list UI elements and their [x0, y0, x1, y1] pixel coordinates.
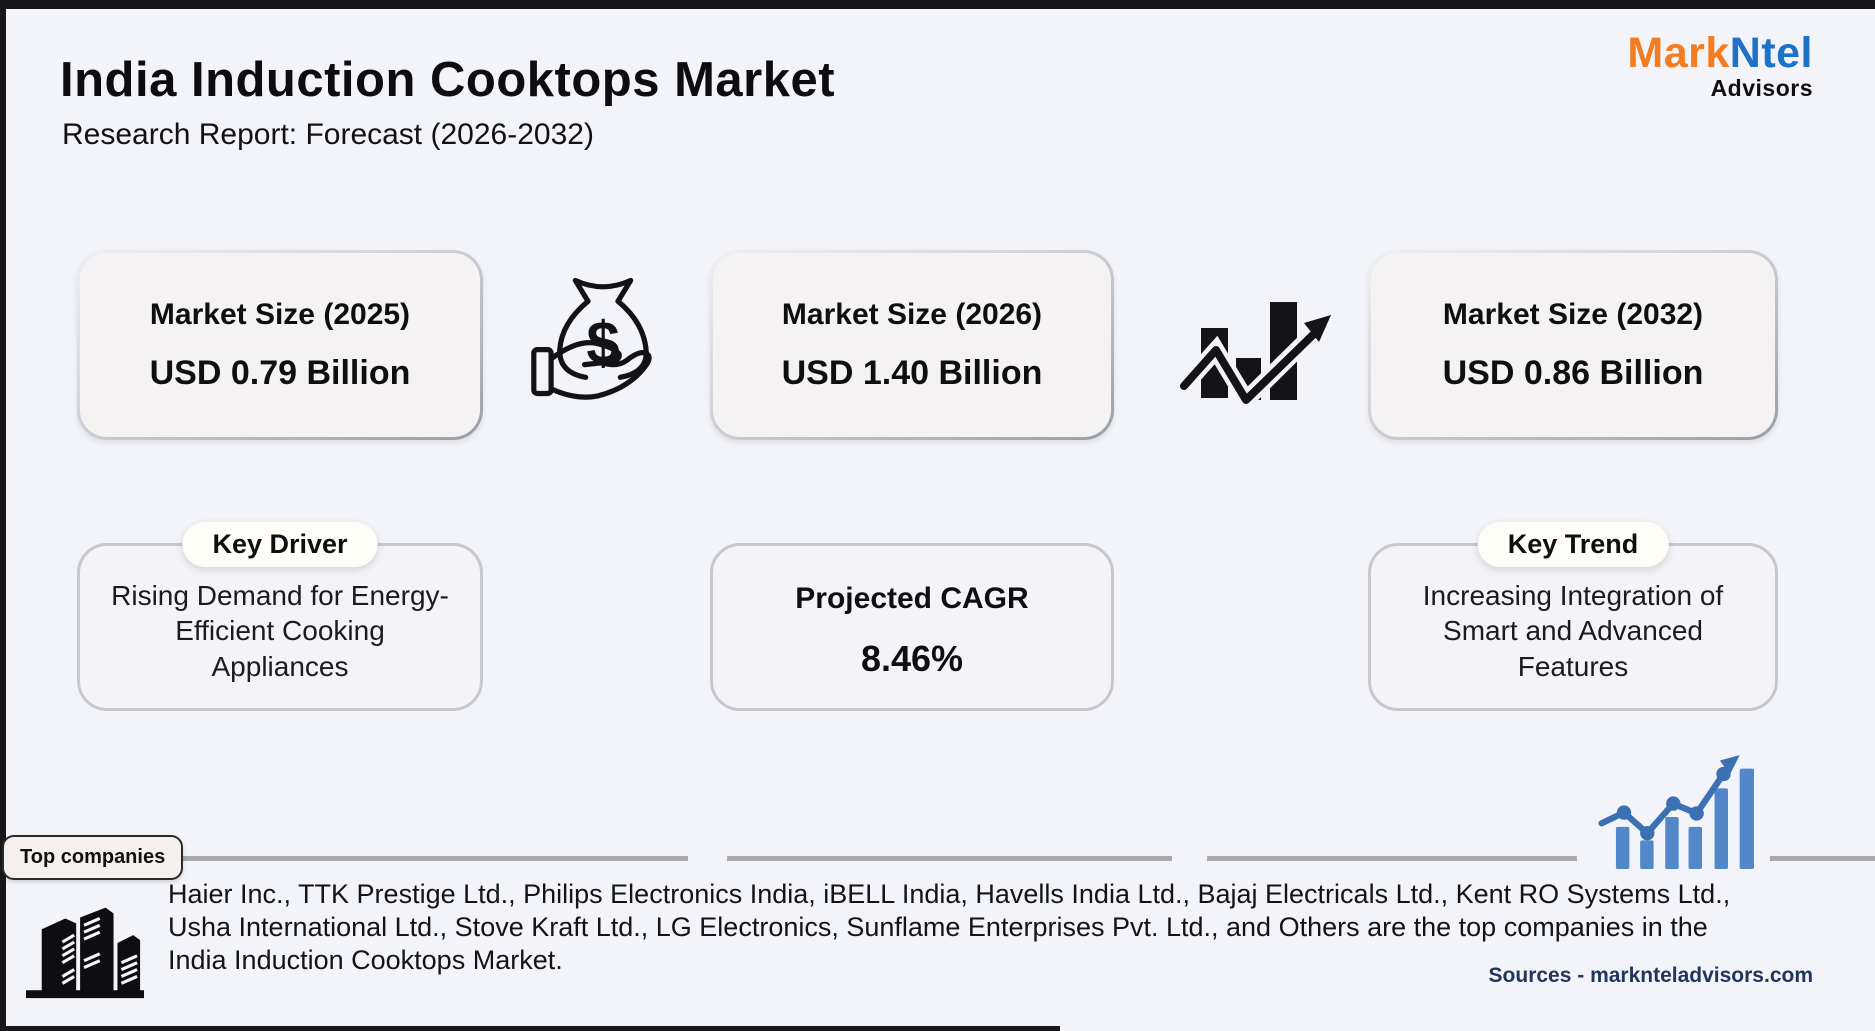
market-size-2025-card: Market Size (2025) USD 0.79 Billion — [77, 250, 483, 440]
divider-segment — [1770, 856, 1875, 861]
logo-wordmark: MarkNtel — [1627, 32, 1813, 75]
logo-advisors-text: Advisors — [1710, 75, 1813, 101]
rising-bar-line-chart-icon — [1598, 755, 1754, 870]
sources-text: Sources - marknteladvisors.com — [1488, 964, 1813, 987]
divider-segment — [1207, 856, 1577, 861]
svg-text:$: $ — [586, 309, 619, 376]
money-bag-in-hand-icon: $ — [531, 277, 652, 400]
page-title: India Induction Cooktops Market — [60, 53, 836, 107]
frame-bottom-edge — [0, 1026, 1060, 1031]
projected-cagr-card: Projected CAGR 8.46% — [710, 543, 1114, 711]
divider-segment — [148, 856, 688, 861]
top-companies-text: Haier Inc., TTK Prestige Ltd., Philips E… — [168, 879, 1731, 976]
divider-segment — [727, 856, 1172, 861]
key-driver-badge: Key Driver — [182, 522, 378, 567]
key-trend-card: Key Trend Increasing Integration of Smar… — [1368, 522, 1778, 711]
market-size-2026-value: USD 1.40 Billion — [781, 353, 1043, 392]
key-trend-text: Increasing Integration of Smart and Adva… — [1422, 579, 1724, 682]
top-companies-badge: Top companies — [2, 835, 184, 880]
logo-mark-text: Mark — [1627, 29, 1730, 77]
projected-cagr-value: 8.46% — [860, 638, 964, 679]
markntel-logo: MarkNtel Advisors — [1627, 32, 1813, 100]
bar-chart-growth-arrow-icon — [1178, 302, 1331, 414]
market-size-2032-card: Market Size (2032) USD 0.86 Billion — [1368, 250, 1778, 440]
page-subtitle: Research Report: Forecast (2026-2032) — [62, 118, 594, 151]
market-size-2026-label: Market Size (2026) — [781, 297, 1043, 331]
market-size-2032-value: USD 0.86 Billion — [1442, 353, 1704, 392]
key-driver-card: Key Driver Rising Demand for Energy-Effi… — [77, 522, 483, 711]
frame-left-edge — [0, 0, 6, 1031]
city-buildings-icon — [26, 907, 145, 999]
market-size-2025-label: Market Size (2025) — [149, 297, 411, 331]
key-driver-text: Rising Demand for Energy-Efficient Cooki… — [111, 579, 449, 682]
frame-top-edge — [0, 0, 1875, 9]
market-size-2032-label: Market Size (2032) — [1442, 297, 1704, 331]
market-size-2026-card: Market Size (2026) USD 1.40 Billion — [710, 250, 1114, 440]
market-size-2025-value: USD 0.79 Billion — [149, 353, 411, 392]
key-trend-badge: Key Trend — [1477, 522, 1669, 567]
projected-cagr-label: Projected CAGR — [795, 582, 1029, 615]
logo-ntel-text: Ntel — [1729, 29, 1813, 77]
